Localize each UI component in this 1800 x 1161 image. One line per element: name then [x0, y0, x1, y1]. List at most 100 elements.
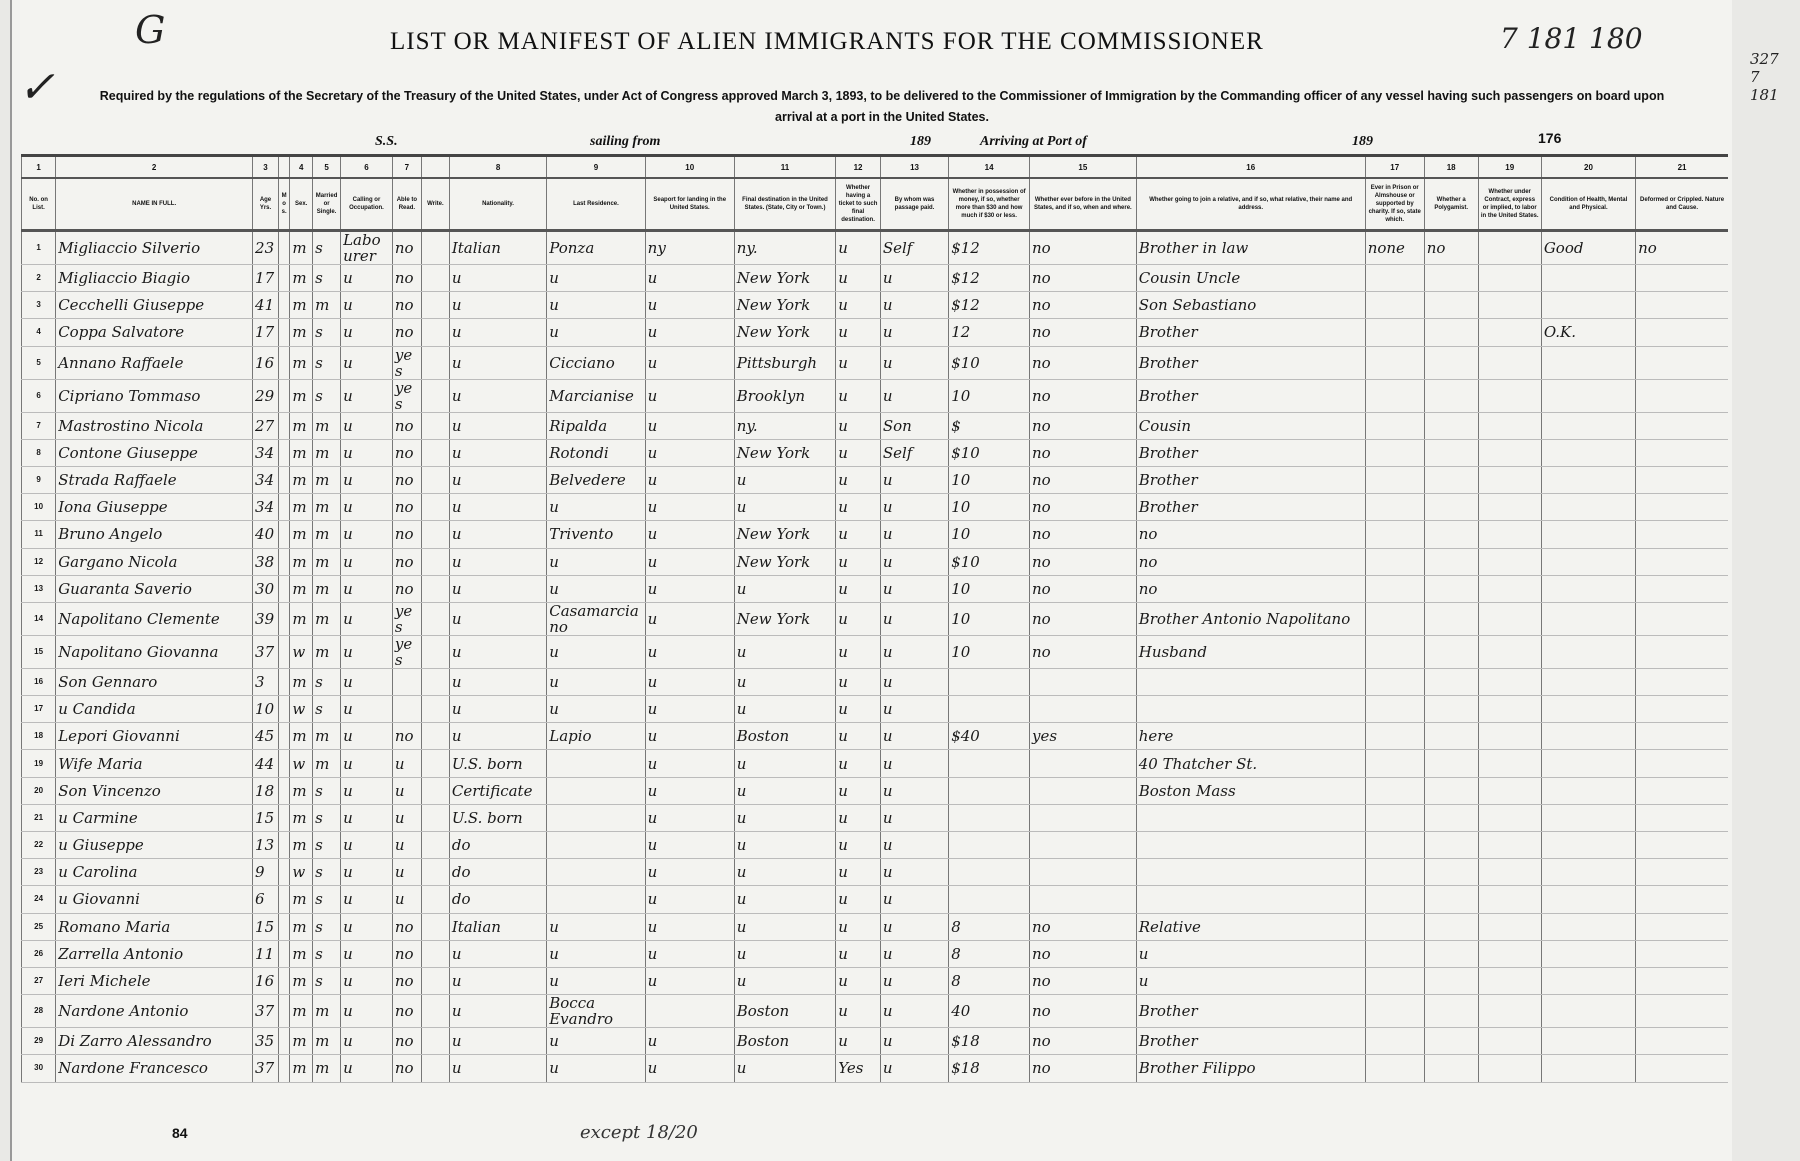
- column-header: Whether ever before in the United States…: [1029, 178, 1137, 232]
- cell: Boston: [733, 722, 836, 751]
- cell: w: [289, 749, 313, 778]
- cell: 45: [252, 722, 279, 751]
- column-header: Whether under Contract, express or impli…: [1477, 178, 1542, 232]
- cell: [1477, 913, 1542, 941]
- cell: no: [1635, 230, 1728, 265]
- cell: 10: [948, 493, 1030, 522]
- cell: [1540, 722, 1636, 751]
- column-number: 12: [835, 154, 881, 179]
- row-number: 1: [20, 230, 56, 265]
- cell: [1423, 668, 1479, 697]
- cell: [1423, 264, 1479, 293]
- row-number: 22: [20, 831, 56, 860]
- cell: [1635, 575, 1728, 603]
- cell: m: [289, 885, 313, 914]
- cell: u: [340, 379, 393, 413]
- column-number: 7: [391, 154, 422, 179]
- table-row: 23 u Carolina 9 w s u u do u u u u: [20, 858, 1728, 887]
- cell: 3: [252, 668, 279, 697]
- cell: $40: [948, 722, 1030, 751]
- cell: Napolitano Clemente: [55, 602, 253, 636]
- cell: [277, 291, 290, 320]
- cell: u: [879, 885, 949, 914]
- cell: Bocca Evandro: [546, 994, 646, 1029]
- cell: [1423, 575, 1479, 603]
- table-row: 6 Cipriano Tommaso 29 m s u yes u Marcianise u Bro…: [20, 379, 1728, 413]
- cell: 18: [252, 777, 279, 805]
- cell: u: [340, 466, 393, 495]
- column-header: Married or Single.: [312, 178, 341, 232]
- cell: m: [289, 466, 313, 495]
- cell: u: [733, 858, 836, 887]
- cell: $10: [948, 346, 1030, 380]
- table-row: 5 Annano Raffaele 16 m s u yes u Cicciano u Pittsb…: [20, 346, 1728, 380]
- cell: 11: [252, 940, 279, 968]
- cell: m: [289, 1054, 313, 1083]
- cell: u: [879, 466, 949, 495]
- cell: u: [644, 1027, 735, 1056]
- row-number: 24: [20, 885, 56, 914]
- cell: [1364, 695, 1425, 724]
- cell: u: [546, 635, 646, 669]
- cell: no: [1029, 230, 1137, 265]
- cell: u: [835, 804, 881, 833]
- cell: yes: [391, 635, 422, 669]
- cell: [1635, 668, 1728, 697]
- cell: yes: [391, 346, 422, 380]
- cell: no: [1029, 379, 1137, 413]
- cell: u: [448, 493, 547, 522]
- table-row: 17 u Candida 10 w s u u u u u u u: [20, 695, 1728, 724]
- cell: s: [312, 858, 341, 887]
- cell: u: [448, 695, 547, 724]
- cell: [1423, 548, 1479, 576]
- cell: Gargano Nicola: [55, 548, 253, 576]
- cell: u: [879, 967, 949, 996]
- cell: u: [546, 940, 646, 968]
- cell: [420, 346, 450, 380]
- cell: do: [448, 885, 547, 914]
- cell: u: [879, 346, 949, 380]
- table-row: 27 Ieri Michele 16 m s u no u u u u u u 8 no u: [20, 967, 1728, 996]
- cell: u: [879, 994, 949, 1029]
- cell: u: [644, 575, 735, 603]
- row-number: 29: [20, 1027, 56, 1056]
- cell: [1135, 831, 1366, 860]
- cell: u: [448, 439, 547, 467]
- cell: [1477, 346, 1542, 380]
- cell: [948, 858, 1030, 887]
- cell: no: [391, 230, 422, 265]
- corner-mark-left: G: [135, 8, 166, 52]
- cell: u: [835, 379, 881, 413]
- cell: m: [289, 318, 313, 347]
- cell: m: [312, 493, 341, 522]
- cell: u: [879, 858, 949, 887]
- cell: m: [289, 379, 313, 413]
- cell: [1364, 520, 1425, 549]
- cell: [420, 379, 450, 413]
- cell: u: [733, 493, 836, 522]
- cell: m: [312, 1027, 341, 1056]
- cell: [1540, 804, 1636, 833]
- cell: u: [448, 967, 547, 996]
- column-header: Mos.: [277, 178, 290, 232]
- cell: 34: [252, 493, 279, 522]
- cell: s: [312, 940, 341, 968]
- cell: [1364, 804, 1425, 833]
- cell: [1635, 264, 1728, 293]
- table-row: 9 Strada Raffaele 34 m m u no u Belvedere u u u u 10 n…: [20, 466, 1728, 495]
- cell: u: [546, 264, 646, 293]
- cell: [1364, 548, 1425, 576]
- cell: [1477, 318, 1542, 347]
- cell: [277, 346, 290, 380]
- cell: 8: [948, 967, 1030, 996]
- cell: u: [644, 635, 735, 669]
- cell: 39: [252, 602, 279, 636]
- page-subtitle: Required by the regulations of the Secre…: [99, 89, 1665, 124]
- column-header: Age Yrs.: [252, 178, 279, 232]
- cell: m: [312, 575, 341, 603]
- cell: $: [948, 412, 1030, 440]
- column-number: 15: [1029, 154, 1137, 179]
- cell: $18: [948, 1054, 1030, 1083]
- cell: [1540, 885, 1636, 914]
- column-header: Write.: [420, 178, 450, 232]
